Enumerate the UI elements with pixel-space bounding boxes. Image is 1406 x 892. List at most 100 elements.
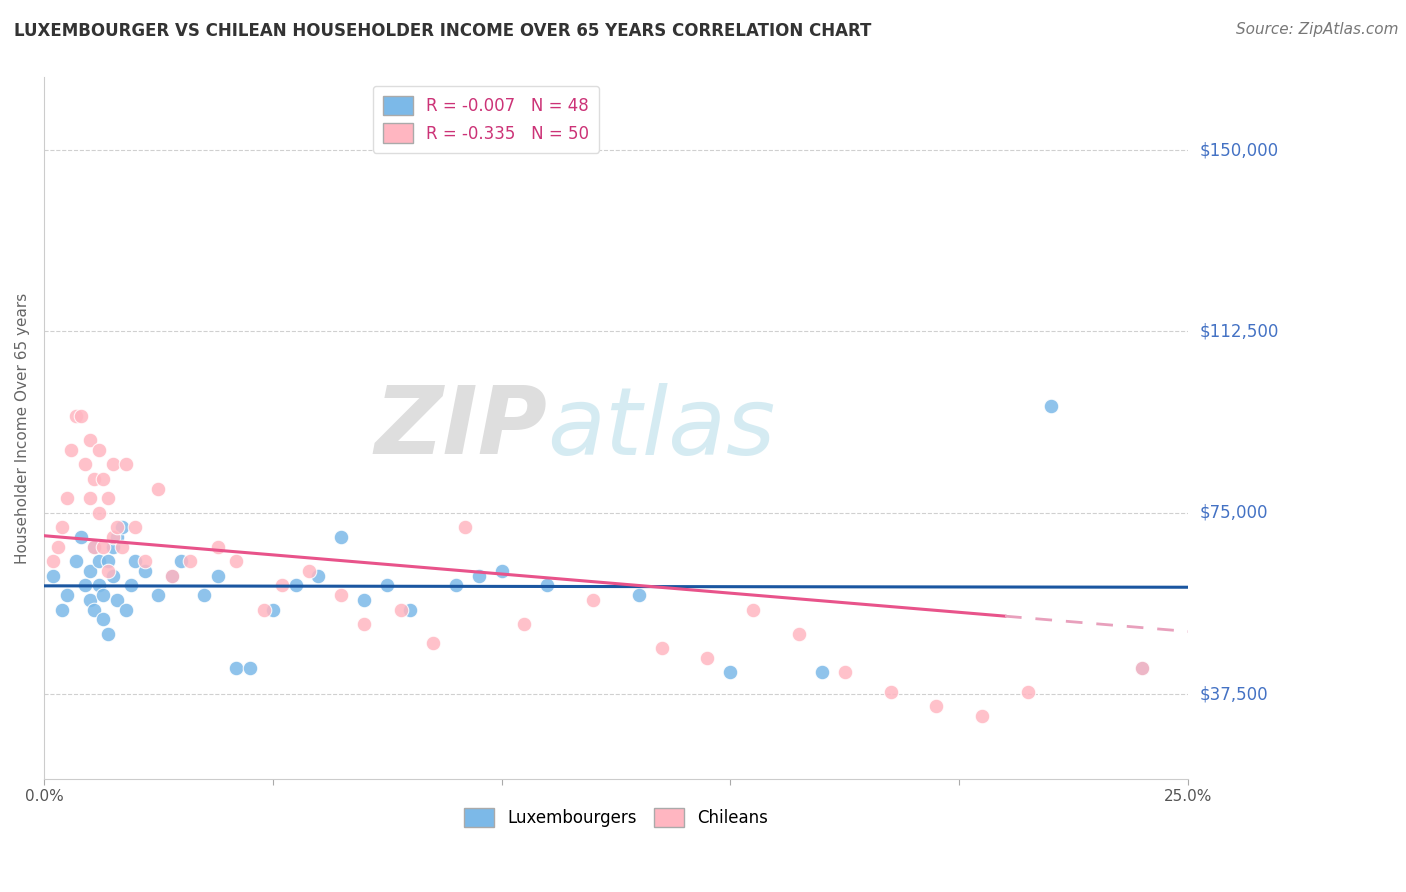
Point [1130,660,1153,674]
Point [115,458,138,472]
Point [308,568,330,582]
Point [375,578,398,592]
Point [696,651,718,665]
Point [491,564,513,578]
Text: atlas: atlas [547,383,776,474]
Point [60,442,83,457]
Point [170,554,193,568]
Point [298,564,321,578]
Point [582,593,605,607]
Point [93,540,115,554]
Point [83,540,105,554]
Point [65,554,87,568]
Point [101,568,124,582]
Point [207,568,229,582]
Point [207,540,229,554]
Point [193,588,215,602]
Point [75,578,97,592]
Point [399,602,422,616]
Point [105,593,128,607]
Point [270,578,292,592]
Point [467,568,489,582]
Point [262,602,284,616]
Point [97,564,120,578]
Point [124,554,146,568]
Point [105,520,128,534]
Point [115,602,138,616]
Point [97,627,120,641]
Text: $75,000: $75,000 [1199,504,1268,522]
Text: ZIP: ZIP [374,382,547,475]
Point [970,709,993,723]
Point [422,636,444,650]
Point [160,568,183,582]
Point [330,530,353,544]
Point [93,612,115,626]
Point [536,578,558,592]
Point [284,578,307,592]
Point [101,540,124,554]
Point [1017,685,1039,699]
Point [444,578,467,592]
Text: LUXEMBOURGER VS CHILEAN HOUSEHOLDER INCOME OVER 65 YEARS CORRELATION CHART: LUXEMBOURGER VS CHILEAN HOUSEHOLDER INCO… [14,22,872,40]
Point [83,602,105,616]
Point [83,540,105,554]
Point [651,641,673,656]
Point [87,442,110,457]
Point [65,409,87,423]
Point [87,578,110,592]
Point [69,530,91,544]
Legend: Luxembourgers, Chileans: Luxembourgers, Chileans [457,801,775,834]
Point [55,588,77,602]
Point [225,660,247,674]
Point [160,568,183,582]
Point [42,568,65,582]
Point [111,540,134,554]
Point [51,520,73,534]
Point [1039,400,1062,414]
Point [148,588,170,602]
Point [742,602,765,616]
Point [225,554,247,568]
Point [79,593,101,607]
Point [879,685,901,699]
Point [101,458,124,472]
Point [75,458,97,472]
Point [834,665,856,680]
Point [87,506,110,520]
Point [105,530,128,544]
Point [79,491,101,506]
Point [83,472,105,486]
Point [79,564,101,578]
Point [46,540,69,554]
Point [79,434,101,448]
Point [353,593,375,607]
Point [239,660,262,674]
Point [97,491,120,506]
Point [148,482,170,496]
Text: Source: ZipAtlas.com: Source: ZipAtlas.com [1236,22,1399,37]
Point [124,520,146,534]
Text: $112,500: $112,500 [1199,322,1278,341]
Point [252,602,274,616]
Point [134,554,156,568]
Point [134,564,156,578]
Point [454,520,477,534]
Point [51,602,73,616]
Point [179,554,201,568]
Point [718,665,741,680]
Point [353,617,375,632]
Point [925,699,948,714]
Point [627,588,650,602]
Point [93,472,115,486]
Text: $37,500: $37,500 [1199,685,1268,703]
Point [101,530,124,544]
Point [787,627,810,641]
Point [811,665,834,680]
Point [93,588,115,602]
Point [42,554,65,568]
Point [1130,660,1153,674]
Point [389,602,412,616]
Point [120,578,142,592]
Point [87,554,110,568]
